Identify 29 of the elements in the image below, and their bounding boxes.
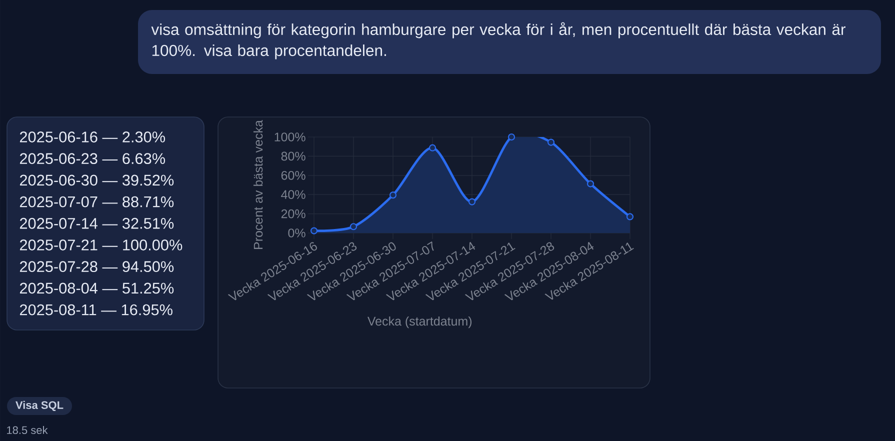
y-tick-label: 80% [281,152,306,161]
point [389,192,397,199]
point [468,198,476,206]
y-tick-label: 100% [274,132,306,142]
text: 18.5 sek [7,426,48,434]
point [547,138,555,146]
text: 2025-08-11 — 16.95% [20,304,172,316]
text: 2025-06-23 — 6.63% [20,153,166,164]
text: 2025-08-04 — 51.25% [20,282,174,294]
point [586,180,594,188]
text: 2025-07-07 — 88.71% [20,196,174,208]
point [350,223,358,230]
point [626,213,634,220]
text: 2025-07-14 — 32.51% [20,218,174,229]
text: 2025-07-28 — 94.50% [20,261,174,272]
y-tick-label: 20% [281,209,306,218]
text: 2025-06-16 — 2.30% [20,132,166,142]
text: 2025-07-21 — 100.00% [20,240,182,250]
y-tick-label: 40% [281,190,306,200]
text: 2025-06-30 — 39.52% [20,174,174,186]
x-axis-title: Vecka (startdatum) [367,316,472,328]
y-tick-label: 0% [288,228,306,238]
text: Visa SQL [16,400,64,412]
point [310,227,318,234]
y-tick-label: 60% [281,170,306,180]
text: visa omsättning för kategorin hamburgare per vecka för i år, men procentuellt där bästa veckan är 100%. visa bara procentandelen. [151,22,846,60]
y-axis-title: Procent av bästa vecka [253,120,263,249]
point [428,144,436,152]
point [508,133,516,141]
